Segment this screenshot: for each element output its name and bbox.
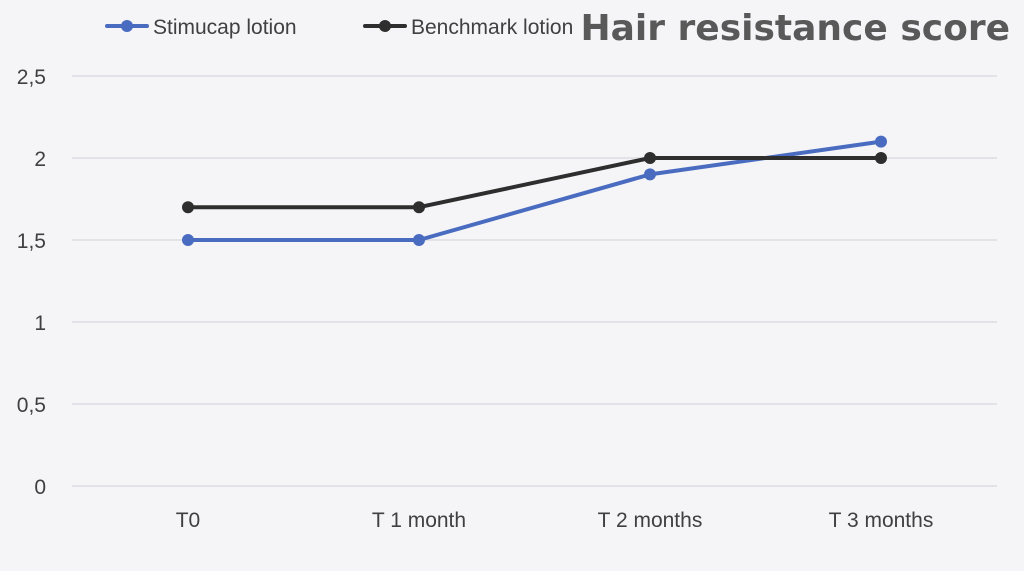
y-tick-label: 1,5: [17, 230, 46, 253]
y-tick-label: 2,5: [17, 66, 46, 89]
axis-labels: 0 0,5 1 1,5 2 2,5 T0 T 1 month T 2 months T 3 mon…: [17, 66, 934, 532]
x-tick-label: T 3 months: [829, 509, 934, 532]
gridlines: [72, 75, 997, 487]
legend-marker: [121, 20, 133, 32]
data-point: [182, 234, 194, 246]
data-point: [182, 201, 194, 214]
y-tick-label: 0,5: [17, 394, 46, 417]
data-point: [644, 152, 656, 164]
x-tick-label: T 2 months: [598, 509, 703, 532]
data-point: [644, 168, 656, 181]
x-tick-label: T 1 month: [372, 509, 466, 532]
x-tick-label: T0: [176, 509, 201, 532]
data-point: [413, 201, 425, 214]
y-tick-label: 2: [34, 148, 46, 171]
legend-label: Benchmark lotion: [411, 16, 573, 39]
y-tick-label: 0: [34, 476, 46, 499]
series-lines: [182, 135, 887, 246]
y-tick-label: 1: [34, 312, 46, 335]
legend: Stimucap lotion Benchmark lotion: [105, 16, 573, 39]
data-point: [413, 234, 425, 246]
legend-marker: [379, 20, 391, 32]
chart-title: Hair resistance score: [580, 8, 1010, 49]
legend-label: Stimucap lotion: [153, 16, 297, 39]
data-point: [875, 152, 887, 164]
series-line-1: [186, 156, 883, 210]
data-point: [875, 135, 887, 148]
